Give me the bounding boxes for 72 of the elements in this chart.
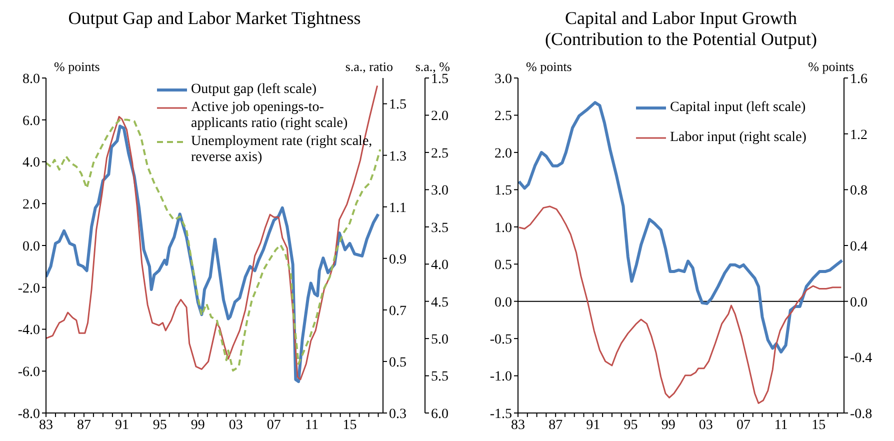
y-tick-label: -1.5 — [490, 406, 512, 422]
y2-tick-label: -0.4 — [850, 351, 872, 366]
x-tick-label: 15 — [342, 418, 357, 433]
y-tick-label: 2.5 — [494, 109, 512, 124]
y2-tick-label: -0.8 — [850, 406, 872, 422]
x-tick-label: 95 — [152, 418, 167, 433]
y2-tick-label: 1.1 — [389, 200, 406, 216]
x-tick-label: 03 — [698, 418, 713, 433]
x-tick-label: 07 — [736, 418, 750, 433]
y-tick-label: -8.0 — [18, 406, 40, 422]
x-tick-label: 91 — [586, 418, 600, 433]
y2-tick-label: 1.5 — [389, 98, 406, 113]
y2-tick-label: 1.3 — [389, 149, 406, 164]
y2-axis-title: s.a., ratio — [345, 59, 393, 75]
y3-tick-label: 1.5 — [431, 72, 448, 87]
y-axis-title: % points — [54, 59, 100, 75]
y2-tick-label: 0.4 — [850, 239, 868, 254]
y-tick-label: -6.0 — [18, 365, 40, 380]
x-tick-label: 11 — [305, 418, 319, 433]
y-tick-label: -1.0 — [490, 370, 512, 385]
y-tick-label: -4.0 — [18, 323, 40, 338]
y2-tick-label: 0.5 — [389, 355, 406, 370]
x-tick-label: 99 — [190, 418, 205, 433]
chart-title: Capital and Labor Input Growth (Contribution to the Potential Output) — [544, 8, 818, 51]
y2-tick-label: 0.9 — [389, 252, 406, 268]
y3-tick-label: 2.0 — [431, 109, 448, 124]
chart-title: Output Gap and Labor Market Tightness — [67, 8, 362, 30]
y3-tick-label: 5.5 — [431, 370, 448, 385]
legend-label: Output gap (left scale) — [191, 82, 317, 98]
x-tick-label: 99 — [661, 418, 676, 433]
x-tick-label: 91 — [114, 418, 129, 433]
y-tick-label: 0.0 — [494, 295, 512, 310]
y-tick-label: 2.0 — [22, 198, 40, 213]
x-tick-label: 95 — [624, 418, 638, 433]
x-tick-label: 15 — [812, 418, 826, 433]
x-tick-label: 87 — [548, 418, 563, 433]
y2-tick-label: 1.6 — [850, 72, 868, 87]
x-tick-label: 87 — [76, 418, 91, 433]
legend-label: Capital input (left scale) — [670, 100, 806, 116]
y3-tick-label: 4.0 — [431, 258, 448, 274]
y2-tick-label: 0.8 — [850, 184, 868, 199]
y-tick-label: 0.5 — [494, 258, 512, 274]
y-axis-title: % points — [526, 59, 572, 75]
y-tick-label: 1.5 — [494, 184, 512, 199]
y2-tick-label: 0.0 — [850, 295, 868, 310]
y2-tick-label: 0.7 — [389, 304, 406, 319]
y3-tick-label: 5.0 — [431, 332, 448, 348]
y-tick-label: 0.0 — [22, 239, 40, 254]
y-tick-label: 3.0 — [494, 72, 512, 87]
y-tick-label: -2.0 — [18, 281, 40, 296]
y2-axis-title: % points — [808, 59, 854, 74]
y3-tick-label: 3.5 — [431, 220, 448, 236]
y-tick-label: 2.0 — [494, 146, 512, 162]
y-tick-label: 4.0 — [22, 156, 40, 171]
legend-label: Labor input (right scale) — [670, 130, 806, 146]
y3-axis-title: s.a., % — [415, 59, 450, 74]
y-tick-label: 8.0 — [22, 72, 40, 87]
y2-tick-label: 1.2 — [850, 128, 868, 143]
y3-tick-label: 2.5 — [431, 146, 448, 162]
x-tick-label: 83 — [511, 418, 525, 433]
x-tick-label: 07 — [266, 418, 281, 433]
x-tick-label: 83 — [39, 418, 53, 433]
y3-tick-label: 3.0 — [431, 184, 448, 199]
y-tick-label: 6.0 — [22, 114, 40, 129]
y-tick-label: -0.5 — [490, 332, 512, 348]
legend-label: Active job openings-to-applicants ratio (right scale) — [191, 100, 349, 132]
y2-tick-label: 0.3 — [389, 406, 406, 422]
y3-tick-label: 4.5 — [431, 295, 448, 310]
x-tick-label: 11 — [774, 418, 788, 433]
y3-tick-label: 6.0 — [431, 406, 448, 422]
y-tick-label: 1.0 — [494, 220, 512, 236]
x-tick-label: 03 — [228, 418, 243, 433]
